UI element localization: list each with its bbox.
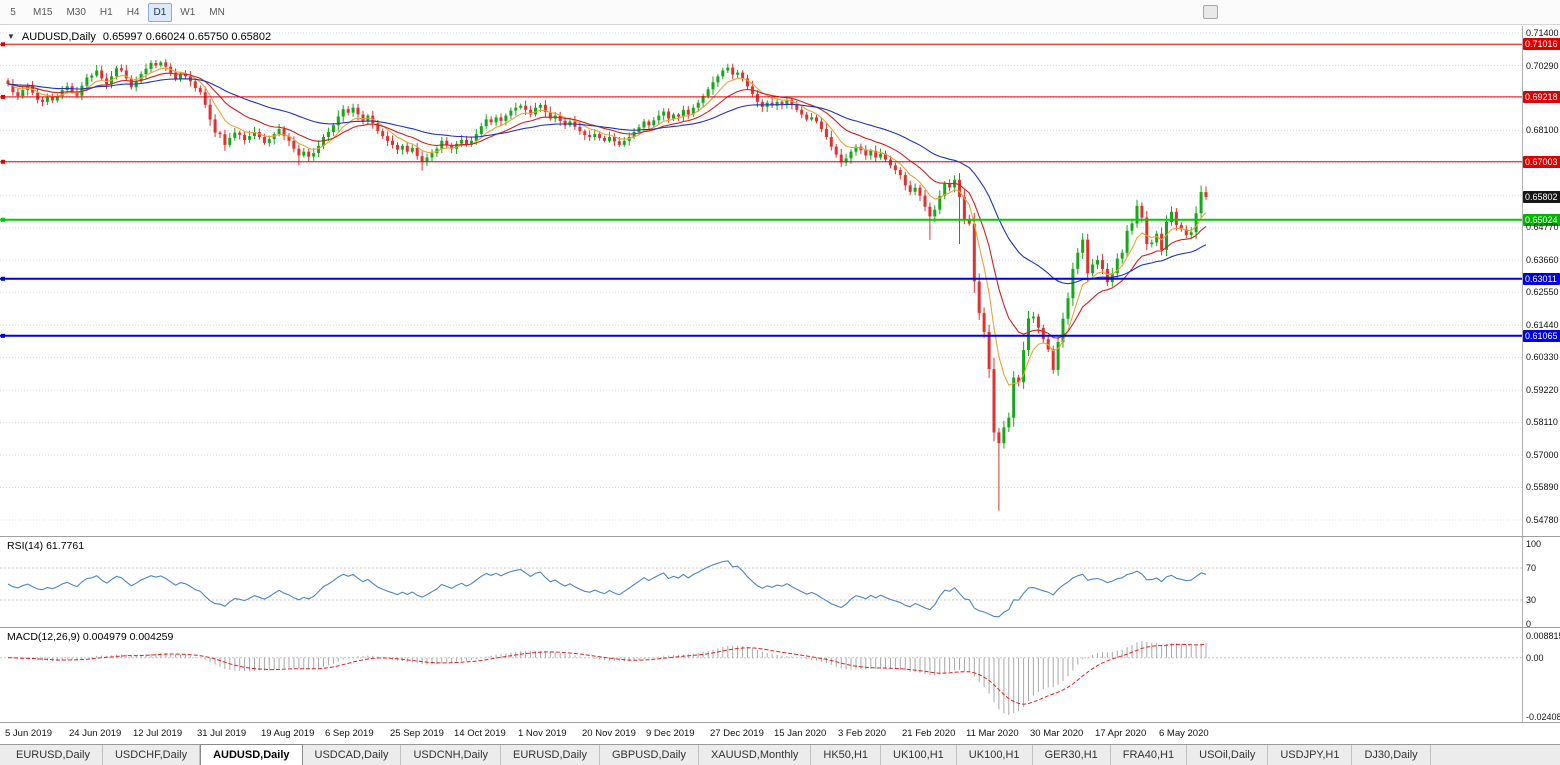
- time-axis-label: 31 Jul 2019: [197, 728, 247, 739]
- time-axis-label: 12 Jul 2019: [133, 728, 183, 739]
- price-axis-badge: 0.63011: [1523, 273, 1560, 285]
- macd-label: MACD(12,26,9) 0.004979 0.004259: [7, 631, 174, 643]
- time-axis-label: 9 Dec 2019: [646, 728, 695, 739]
- rsi-scale[interactable]: [1523, 537, 1560, 627]
- chart-tab-eurusd-daily[interactable]: EURUSD,Daily: [4, 745, 103, 765]
- price-axis-label: 0.64770: [1526, 222, 1559, 232]
- time-axis-label: 11 Mar 2020: [966, 728, 1019, 739]
- macd-axis-label: 0.008815: [1526, 631, 1560, 641]
- candlestick-chart[interactable]: [0, 26, 1522, 536]
- chart-tab-usdjpy-h1[interactable]: USDJPY,H1: [1268, 745, 1353, 765]
- price-axis-label: 0.61440: [1526, 320, 1559, 330]
- chart-tabs-bar: EURUSD,Daily USDCHF,Daily AUDUSD,Daily USDC…: [0, 744, 1560, 765]
- price-axis-badge: 0.69218: [1523, 91, 1560, 103]
- chart-tab-ger30-h1[interactable]: GER30,H1: [1033, 745, 1111, 765]
- chart-tab-audusd-daily[interactable]: AUDUSD,Daily: [200, 744, 303, 765]
- pane-divider-macd[interactable]: [0, 627, 1560, 628]
- time-axis-label: 20 Nov 2019: [582, 728, 636, 739]
- macd-histogram: [12, 641, 1207, 716]
- price-axis-label: 0.71400: [1526, 28, 1559, 38]
- time-axis-label: 19 Aug 2019: [261, 728, 315, 739]
- macd-scale[interactable]: [1523, 628, 1560, 722]
- price-axis-label: 0.62550: [1526, 287, 1559, 297]
- chart-tab-gbpusd-daily[interactable]: GBPUSD,Daily: [600, 745, 699, 765]
- chart-tab-usoil-daily[interactable]: USOil,Daily: [1187, 745, 1269, 765]
- chart-corner-button[interactable]: [1203, 5, 1218, 19]
- timeframe-button-mn[interactable]: MN: [203, 3, 231, 22]
- price-axis-label: 0.59220: [1526, 385, 1559, 395]
- macd-signal-line: [7, 643, 1207, 705]
- axis-divider: [1522, 26, 1523, 723]
- time-scale[interactable]: [0, 723, 1522, 744]
- rsi-axis-label: 70: [1526, 563, 1537, 573]
- chart-tab-uk100-h1[interactable]: UK100,H1: [957, 745, 1033, 765]
- timeframe-button-5[interactable]: 5: [1, 3, 25, 22]
- price-axis-badge: 0.65024: [1523, 214, 1560, 226]
- macd-chart[interactable]: [0, 628, 1522, 722]
- price-axis-badge: 0.71016: [1523, 38, 1560, 50]
- time-axis-label: 27 Dec 2019: [710, 728, 764, 739]
- chart-tab-usdcad-daily[interactable]: USDCAD,Daily: [303, 745, 402, 765]
- pane-divider-time[interactable]: [0, 722, 1560, 723]
- price-axis-label: 0.54780: [1526, 515, 1559, 525]
- macd-axis-label: 0.00: [1526, 653, 1544, 663]
- timeframe-button-m30[interactable]: M30: [60, 3, 91, 22]
- time-axis-label: 17 Apr 2020: [1095, 728, 1147, 739]
- timeframe-button-h4[interactable]: H4: [121, 3, 146, 22]
- chart-tab-uk100-h1[interactable]: UK100,H1: [881, 745, 957, 765]
- chart-tab-fra40-h1[interactable]: FRA40,H1: [1111, 745, 1188, 765]
- moving-averages: [7, 67, 1207, 386]
- time-axis-label: 3 Feb 2020: [838, 728, 887, 739]
- timeframe-button-h1[interactable]: H1: [94, 3, 119, 22]
- time-axis-label: 15 Jan 2020: [774, 728, 827, 739]
- price-axis-label: 0.63660: [1526, 255, 1559, 265]
- timeframe-button-m15[interactable]: M15: [27, 3, 58, 22]
- price-axis-label: 0.70290: [1526, 61, 1559, 71]
- price-axis-badge: 0.61065: [1523, 330, 1560, 342]
- level-lines: [0, 42, 1522, 338]
- time-axis-label: 30 Mar 2020: [1030, 728, 1084, 739]
- price-axis-label: 0.60330: [1526, 352, 1559, 362]
- pane-divider-rsi[interactable]: [0, 536, 1560, 537]
- rsi-chart[interactable]: [0, 537, 1522, 627]
- time-axis-label: 1 Nov 2019: [518, 728, 567, 739]
- chart-tab-xauusd-monthly[interactable]: XAUUSD,Monthly: [699, 745, 812, 765]
- macd-axis-label: -0.02408: [1526, 712, 1560, 722]
- price-axis-label: 0.58110: [1526, 417, 1558, 427]
- price-axis-badge: 0.67003: [1523, 156, 1560, 168]
- chart-tab-eurusd-daily[interactable]: EURUSD,Daily: [501, 745, 600, 765]
- price-axis-badge: 0.65802: [1523, 191, 1560, 203]
- rsi-axis-label: 30: [1526, 595, 1537, 605]
- chart-title: ▼ AUDUSD,Daily 0.65997 0.66024 0.65750 0.6…: [7, 31, 278, 43]
- time-axis-label: 5 Jun 2019: [5, 728, 53, 739]
- chart-symbol-period: AUDUSD,Daily: [21, 31, 96, 43]
- chart-ohlc: 0.65997 0.66024 0.65750 0.65802: [102, 31, 272, 43]
- collapse-triangle-icon[interactable]: ▼: [7, 32, 15, 41]
- rsi-label: RSI(14) 61.7761: [7, 540, 85, 552]
- time-axis-label: 14 Oct 2019: [454, 728, 506, 739]
- rsi-line: [7, 560, 1207, 618]
- price-axis-label: 0.57000: [1526, 450, 1559, 460]
- chart-tab-hk50-h1[interactable]: HK50,H1: [811, 745, 882, 765]
- time-axis-label: 6 May 2020: [1159, 728, 1209, 739]
- timeframe-toolbar: 5 M15 M30 H1 H4 D1 W1 MN: [0, 0, 1560, 25]
- price-axis-label: 0.55890: [1526, 482, 1559, 492]
- chart-tab-usdcnh-daily[interactable]: USDCNH,Daily: [401, 745, 502, 765]
- timeframe-button-w1[interactable]: W1: [174, 3, 201, 22]
- chart-tab-dj30-daily[interactable]: DJ30,Daily: [1352, 745, 1431, 765]
- time-axis-label: 21 Feb 2020: [902, 728, 956, 739]
- chart-tab-usdchf-daily[interactable]: USDCHF,Daily: [103, 745, 201, 765]
- price-axis-label: 0.68100: [1526, 125, 1559, 135]
- rsi-axis-label: 100: [1526, 539, 1542, 549]
- time-axis-label: 25 Sep 2019: [390, 728, 444, 739]
- timeframe-button-d1[interactable]: D1: [147, 2, 173, 22]
- time-axis-label: 24 Jun 2019: [69, 728, 122, 739]
- rsi-axis-label: 0: [1526, 619, 1532, 629]
- time-axis-label: 6 Sep 2019: [325, 728, 374, 739]
